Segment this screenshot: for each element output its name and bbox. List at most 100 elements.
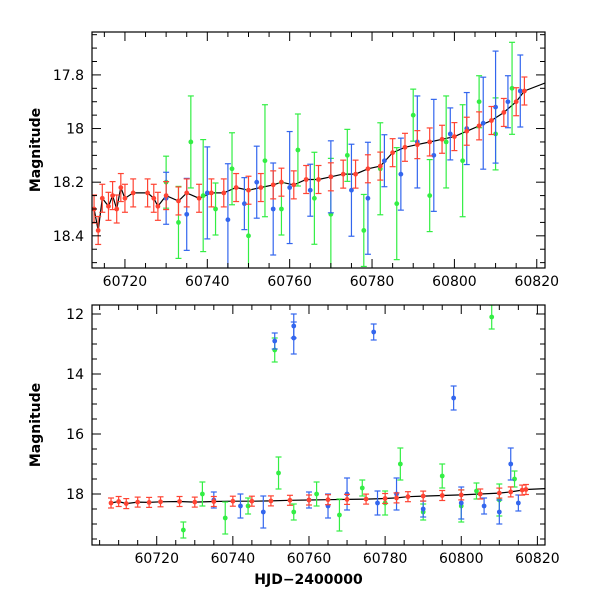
data-point <box>254 179 260 185</box>
data-point <box>270 182 276 188</box>
x-tick-label: 60740 <box>211 551 256 567</box>
data-point <box>375 500 380 506</box>
y-axis-title: Magnitude <box>28 108 44 192</box>
data-point <box>353 171 358 177</box>
data-point <box>151 195 157 201</box>
data-point <box>155 203 161 209</box>
x-tick-label: 60780 <box>363 551 408 567</box>
data-point <box>258 185 264 190</box>
data-point <box>135 499 141 505</box>
data-point <box>287 185 293 190</box>
x-tick-label: 60780 <box>350 274 395 290</box>
data-point <box>420 493 426 499</box>
y-tick-label: 18 <box>66 487 84 503</box>
x-axis-title: HJD−2400000 <box>254 572 363 588</box>
y-tick-label: 17.8 <box>53 68 84 84</box>
data-point <box>325 497 331 503</box>
data-point <box>221 190 227 196</box>
y-tick-label: 18 <box>66 122 84 138</box>
data-point <box>328 174 334 180</box>
series-1 <box>108 483 529 510</box>
data-point <box>517 88 523 94</box>
data-point <box>225 217 231 223</box>
data-point <box>176 198 181 204</box>
data-point <box>204 190 210 196</box>
data-point <box>196 195 202 201</box>
data-point <box>158 499 163 505</box>
data-point <box>279 179 284 185</box>
data-point <box>241 201 247 207</box>
data-point <box>458 492 464 498</box>
data-point <box>110 193 115 198</box>
data-point <box>398 171 404 177</box>
panel-1: 60720 60740 60760 60780 60800 60820 17.8 18 18.2… <box>28 31 559 290</box>
data-point <box>515 500 521 506</box>
data-point <box>394 201 400 207</box>
data-point <box>361 228 367 233</box>
data-point <box>246 187 251 193</box>
data-point <box>199 491 205 497</box>
data-point <box>184 190 190 196</box>
data-point <box>209 190 214 196</box>
data-point <box>349 187 354 193</box>
data-point <box>176 220 181 225</box>
data-point <box>249 498 255 504</box>
data-point <box>447 131 453 137</box>
data-point <box>238 503 243 509</box>
data-point <box>371 329 377 335</box>
series-2 <box>163 50 524 268</box>
data-point <box>489 314 495 320</box>
data-point <box>188 139 194 145</box>
data-point <box>262 158 268 164</box>
data-point <box>480 120 486 126</box>
data-point <box>270 206 276 212</box>
y-tick-label: 14 <box>66 367 84 383</box>
x-tick-label: 60760 <box>267 274 312 290</box>
data-point <box>523 487 529 492</box>
data-point <box>130 190 136 196</box>
x-tick-label: 60760 <box>287 551 332 567</box>
data-point <box>512 476 517 482</box>
data-point <box>118 185 124 190</box>
data-point <box>505 99 511 105</box>
data-point <box>381 158 387 164</box>
plot-area-2 <box>108 305 545 539</box>
data-point <box>306 497 312 503</box>
data-point <box>513 99 519 105</box>
data-point <box>116 499 122 504</box>
data-point <box>260 509 266 515</box>
data-point <box>311 195 317 201</box>
data-point <box>146 500 152 505</box>
series-3 <box>163 41 516 268</box>
data-point <box>276 470 281 476</box>
data-point <box>268 498 274 504</box>
data-point <box>431 152 437 158</box>
data-point <box>365 166 371 172</box>
axis-frame <box>91 304 546 546</box>
data-point <box>316 177 321 182</box>
data-point <box>414 142 420 148</box>
x-tick-label: 60800 <box>432 274 477 290</box>
x-tick-label: 60740 <box>185 274 230 290</box>
data-point <box>522 88 527 94</box>
y-tick-label: 16 <box>66 427 84 443</box>
plot-area-1 <box>92 41 545 268</box>
data-point <box>476 99 482 105</box>
data-point <box>496 490 502 496</box>
data-point <box>291 509 297 515</box>
data-point <box>200 193 206 198</box>
data-point <box>464 128 470 134</box>
data-point <box>291 182 297 188</box>
series-3 <box>180 305 518 539</box>
data-point <box>405 494 411 500</box>
data-point <box>211 499 217 504</box>
data-point <box>420 506 426 512</box>
data-point <box>443 139 449 145</box>
data-point <box>122 195 128 201</box>
data-point <box>213 206 218 212</box>
y-tick-label: 18.4 <box>53 229 84 245</box>
data-point <box>192 499 198 505</box>
data-point <box>123 501 129 506</box>
data-point <box>287 497 293 503</box>
data-point <box>508 489 514 495</box>
